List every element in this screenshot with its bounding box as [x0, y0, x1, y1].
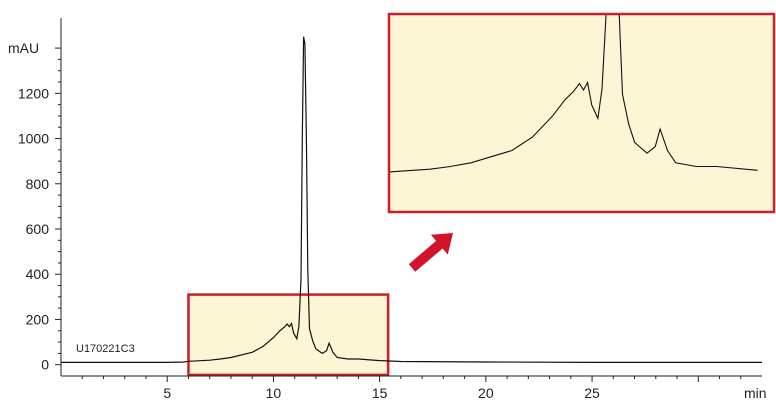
- sample-label: U170221C3: [76, 343, 135, 355]
- y-tick-label: 1000: [18, 131, 49, 147]
- y-tick-label: 200: [26, 311, 50, 327]
- zoom-arrow-icon: [408, 233, 453, 272]
- zoom-inset-panel: [389, 14, 774, 212]
- y-tick-label: 400: [26, 266, 50, 282]
- zoom-inset-border: [387, 12, 776, 214]
- y-tick-label: 1200: [18, 85, 49, 101]
- x-tick-label: 15: [372, 385, 388, 401]
- y-axis-ticks: 0 200 400 600 800 1000 1200: [18, 47, 61, 373]
- highlight-region: [187, 293, 390, 377]
- x-tick-label: 5: [163, 385, 171, 401]
- x-axis-unit-label: min: [744, 385, 767, 401]
- chromatogram-trace: [61, 36, 762, 363]
- x-axis-ticks: 5 10 15 20 25: [81, 376, 742, 401]
- x-tick-label: 25: [584, 385, 600, 401]
- x-tick-label: 10: [266, 385, 282, 401]
- x-tick-label: 20: [478, 385, 494, 401]
- y-tick-label: 0: [41, 357, 49, 373]
- y-tick-label: 600: [26, 221, 50, 237]
- y-tick-label: 800: [26, 176, 50, 192]
- y-axis-unit-label: mAU: [8, 40, 39, 56]
